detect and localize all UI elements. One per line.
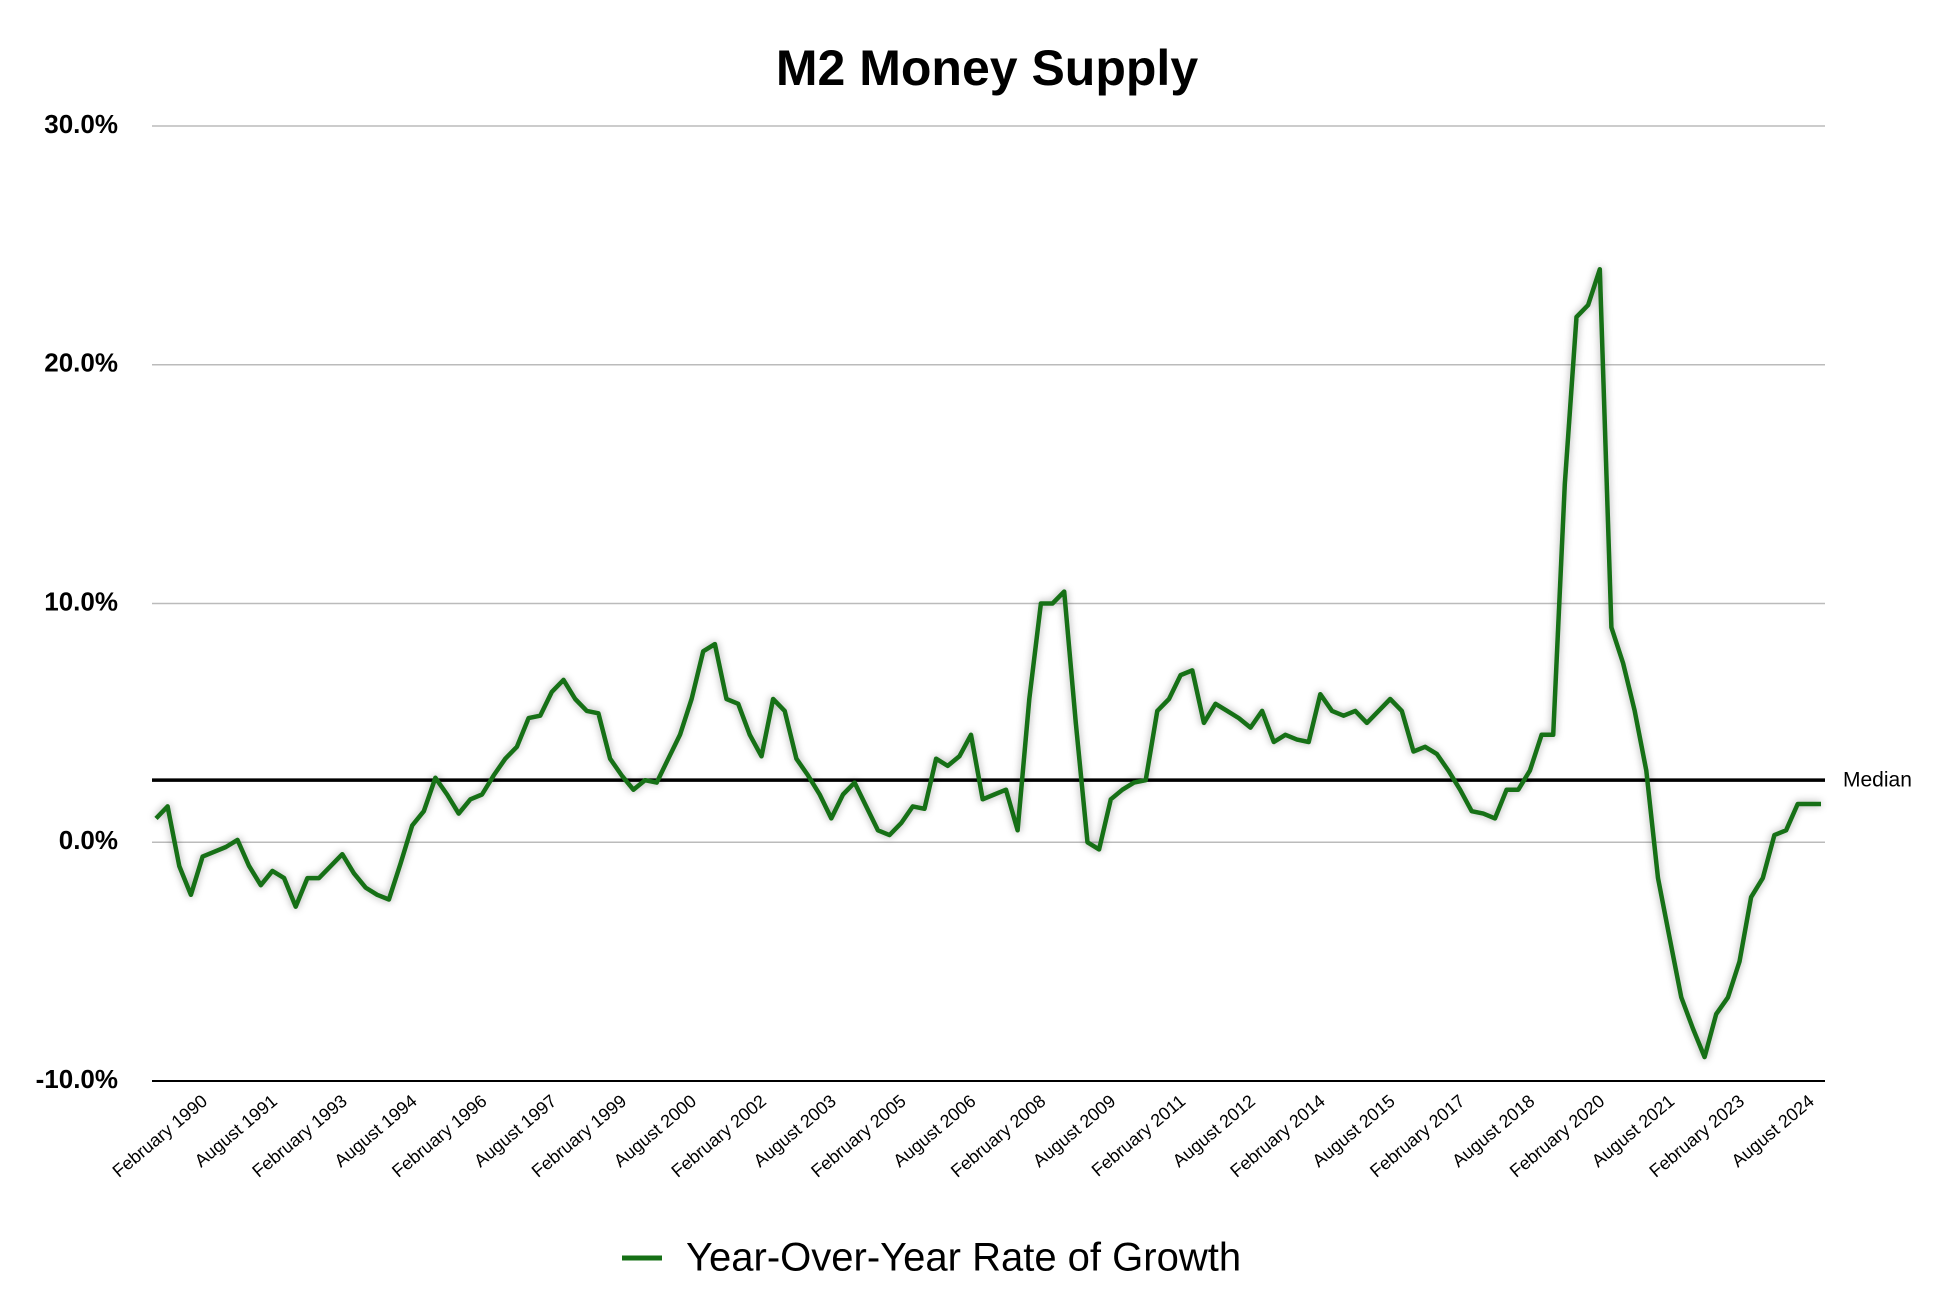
y-tick-label: 10.0% [44,586,118,616]
y-tick-label: -10.0% [36,1064,118,1094]
data-line [154,267,1821,1060]
median-label: Median [1843,769,1912,792]
chart-title: M2 Money Supply [776,40,1198,96]
y-tick-label: 30.0% [44,109,118,139]
y-tick-label: 0.0% [59,825,118,855]
x-tick-label: February 1990 [109,1091,212,1182]
legend-label: Year-Over-Year Rate of Growth [686,1236,1241,1280]
y-tick-label: 20.0% [44,348,118,378]
